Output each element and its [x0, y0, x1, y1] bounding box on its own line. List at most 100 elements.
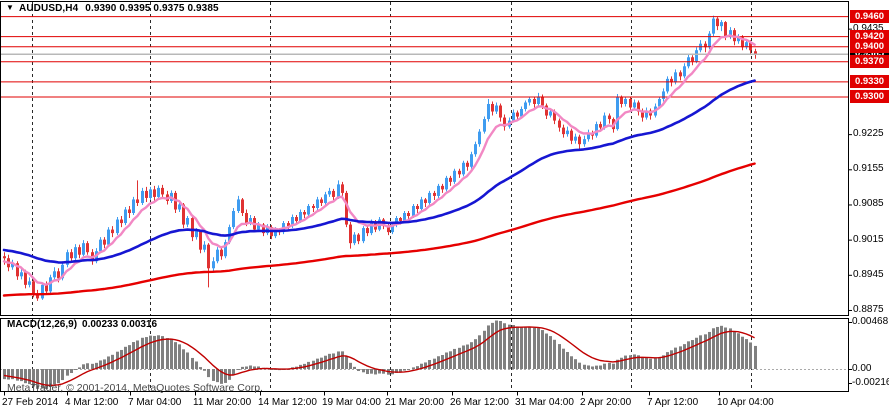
- macd-bar: [36, 369, 39, 389]
- ma-fast-line[interactable]: [2, 34, 756, 286]
- macd-bar: [349, 362, 352, 369]
- candle-body: [645, 110, 648, 118]
- candle-body: [32, 281, 35, 294]
- macd-bar: [324, 355, 327, 369]
- macd-bar: [7, 369, 10, 380]
- macd-bar: [587, 365, 590, 369]
- macd-bar: [428, 360, 431, 369]
- ma-mid-line[interactable]: [2, 79, 756, 264]
- macd-bar: [399, 369, 402, 373]
- macd-bar: [658, 357, 661, 369]
- candle-body: [366, 228, 369, 234]
- candle-body: [403, 213, 406, 222]
- candle-body: [478, 131, 481, 145]
- macd-bar: [453, 348, 456, 369]
- candle-body: [262, 224, 265, 234]
- macd-bar: [99, 360, 102, 369]
- candle-body: [299, 212, 302, 222]
- macd-bar: [562, 348, 565, 369]
- macd-bar: [178, 344, 181, 369]
- macd-bar: [57, 369, 60, 384]
- macd-bar: [595, 365, 598, 369]
- candle-body: [541, 96, 544, 106]
- candle-body: [412, 205, 415, 217]
- candle-body: [349, 224, 352, 244]
- macd-bar: [691, 340, 694, 369]
- candle-body: [207, 244, 210, 269]
- macd-bar: [541, 330, 544, 369]
- macd-bar: [641, 357, 644, 369]
- macd-bar: [407, 369, 410, 370]
- candle-body: [103, 239, 106, 245]
- candle-body: [303, 212, 306, 215]
- candle-body: [178, 204, 181, 210]
- candle-body: [153, 189, 156, 197]
- macd-bar: [20, 369, 23, 382]
- macd-bar: [420, 363, 423, 369]
- candle-body: [437, 185, 440, 196]
- macd-bar: [95, 362, 98, 369]
- candle-body: [111, 229, 114, 234]
- candle-body: [441, 185, 444, 190]
- candle-body: [407, 213, 410, 217]
- candle-body: [662, 91, 665, 99]
- candle-body: [328, 190, 331, 195]
- macd-bar: [24, 369, 27, 384]
- candle-body: [186, 218, 189, 225]
- macd-bar: [637, 355, 640, 369]
- macd-bar: [449, 351, 452, 369]
- macd-bar: [16, 369, 19, 381]
- macd-bar: [708, 331, 711, 369]
- macd-bar: [249, 365, 252, 369]
- macd-bar: [182, 349, 185, 369]
- macd-bar: [53, 369, 56, 385]
- candle-body: [161, 187, 164, 195]
- main-pane-border: [0, 1, 849, 316]
- candle-body: [658, 98, 661, 107]
- macd-bar: [716, 326, 719, 369]
- macd-bar: [245, 366, 248, 369]
- candle-body: [287, 223, 290, 227]
- candle-body: [433, 192, 436, 196]
- candle-body: [224, 242, 227, 257]
- candle-body: [74, 247, 77, 259]
- ma-slow-line[interactable]: [2, 162, 756, 297]
- candle-body: [587, 132, 590, 140]
- macd-bar: [608, 362, 611, 369]
- candle-body: [199, 231, 202, 250]
- macd-bar: [512, 325, 515, 369]
- candle-body: [116, 219, 119, 234]
- candle-body: [191, 218, 194, 238]
- macd-bar: [466, 344, 469, 369]
- candle-body: [45, 284, 48, 292]
- candle-body: [449, 177, 452, 182]
- macd-bar: [462, 345, 465, 369]
- candle-body: [20, 272, 23, 277]
- candle-body: [337, 184, 340, 197]
- macd-signal-line[interactable]: [3, 326, 755, 387]
- candle-body: [720, 22, 723, 27]
- macd-bar: [328, 353, 331, 369]
- candle-body: [466, 162, 469, 167]
- macd-bar: [629, 355, 632, 369]
- macd-bar: [128, 345, 131, 369]
- macd-bar: [86, 363, 89, 369]
- candle-body: [474, 144, 477, 155]
- candle-body: [603, 115, 606, 128]
- macd-bar: [207, 369, 210, 378]
- macd-bar: [353, 366, 356, 369]
- candle-body: [491, 103, 494, 112]
- macd-bar: [337, 351, 340, 369]
- candle-body: [82, 243, 85, 255]
- macd-bar: [445, 352, 448, 369]
- macd-bar: [120, 349, 123, 369]
- macd-bar: [224, 369, 227, 383]
- macd-bar: [78, 367, 81, 369]
- macd-bar: [116, 351, 119, 369]
- candle-body: [53, 271, 56, 278]
- candle-body: [503, 117, 506, 127]
- macd-bar: [633, 354, 636, 369]
- macd-bar: [558, 344, 561, 369]
